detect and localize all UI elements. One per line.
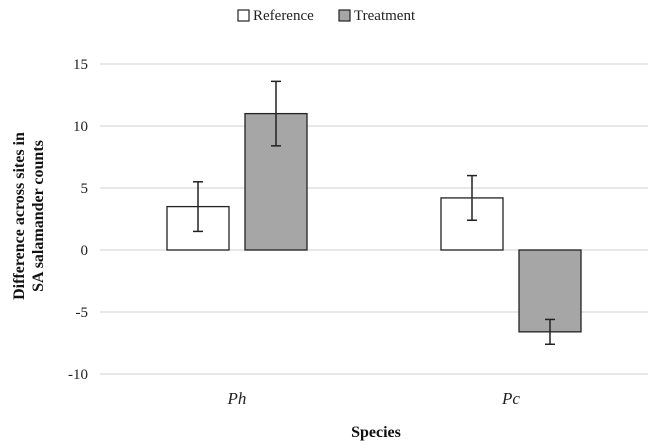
legend-swatch-reference	[237, 9, 250, 22]
legend: Reference Treatment	[237, 8, 416, 24]
legend-label-treatment: Treatment	[354, 8, 416, 24]
category-label: Ph	[227, 389, 247, 408]
bars	[166, 112, 582, 333]
y-tick-label: -5	[76, 305, 89, 321]
category-labels: Ph Pc	[227, 389, 521, 408]
y-tick-label: 15	[73, 57, 88, 73]
y-axis-title-line-1: Difference across sites in	[11, 132, 28, 300]
error-bars	[193, 80, 555, 345]
bar-treatment-pc	[518, 249, 582, 333]
y-tick-label: 0	[81, 243, 89, 259]
y-tick-label: 10	[73, 119, 88, 135]
x-axis-title: Species	[351, 424, 401, 441]
y-tick-label: -10	[68, 367, 88, 383]
y-tick-label: 5	[81, 181, 89, 197]
y-axis-title-line-2: SA salamander counts	[30, 140, 47, 292]
category-label: Pc	[501, 389, 520, 408]
legend-swatch-treatment	[338, 9, 351, 22]
legend-label-reference: Reference	[253, 8, 314, 24]
y-tick-labels: 15 10 5 0 -5 -10	[68, 57, 88, 383]
